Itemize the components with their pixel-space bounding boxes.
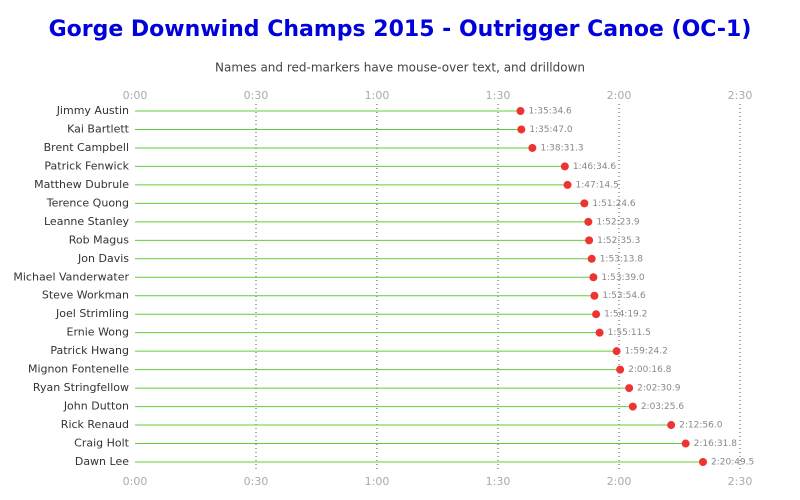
y-tick-label[interactable]: Michael Vanderwater	[13, 270, 129, 283]
y-tick-label[interactable]: Mignon Fontenelle	[28, 363, 129, 376]
dot[interactable]	[517, 125, 526, 134]
value-label: 1:35:47.0	[529, 125, 573, 135]
value-label: 1:47:14.5	[576, 180, 619, 190]
dot[interactable]	[585, 236, 594, 245]
value-label: 1:53:54.6	[602, 291, 646, 301]
value-label: 1:53:13.8	[600, 254, 644, 264]
y-tick-label[interactable]: John Dutton	[63, 400, 129, 413]
x-tick-label: 1:00	[365, 89, 390, 102]
y-tick-label[interactable]: Craig Holt	[74, 437, 130, 450]
x-tick-label: 2:30	[728, 475, 753, 488]
x-tick-label: 0:00	[123, 89, 148, 102]
x-tick-label: 2:30	[728, 89, 753, 102]
value-label: 2:02:30.9	[637, 384, 681, 394]
value-label: 1:35:34.6	[528, 107, 572, 117]
dot[interactable]	[589, 273, 598, 282]
value-label: 1:55:11.5	[608, 328, 651, 338]
x-tick-label: 1:00	[365, 475, 390, 488]
y-tick-label[interactable]: Jimmy Austin	[56, 104, 129, 117]
value-label: 1:53:39.0	[601, 273, 645, 283]
value-label: 1:59:24.2	[625, 347, 668, 357]
y-tick-label[interactable]: Dawn Lee	[75, 455, 129, 468]
dot[interactable]	[667, 421, 676, 430]
y-tick-label[interactable]: Rick Renaud	[61, 418, 129, 431]
y-tick-label[interactable]: Terence Quong	[46, 196, 129, 209]
chart-subtitle: Names and red-markers have mouse-over te…	[215, 61, 585, 75]
y-tick-label[interactable]: Patrick Hwang	[50, 344, 129, 357]
y-tick-label[interactable]: Leanne Stanley	[44, 215, 129, 228]
x-tick-label: 2:00	[607, 475, 632, 488]
value-label: 1:52:23.9	[596, 217, 640, 227]
y-tick-label[interactable]: Kai Bartlett	[67, 122, 130, 135]
dot[interactable]	[595, 328, 604, 337]
value-label: 1:38:31.3	[540, 143, 583, 153]
y-tick-label[interactable]: Patrick Fenwick	[44, 159, 129, 172]
value-label: 2:12:56.0	[679, 421, 723, 431]
dot[interactable]	[563, 180, 572, 189]
dot[interactable]	[592, 310, 601, 319]
dot[interactable]	[628, 402, 637, 411]
value-label: 2:16:31.8	[694, 439, 738, 449]
y-tick-label[interactable]: Ryan Stringfellow	[33, 381, 129, 394]
value-label: 2:20:49.5	[711, 458, 754, 468]
dot[interactable]	[580, 199, 589, 208]
dot[interactable]	[681, 439, 690, 448]
x-tick-label: 0:30	[244, 89, 269, 102]
dot[interactable]	[625, 384, 634, 393]
y-tick-label[interactable]: Rob Magus	[69, 233, 130, 246]
dot[interactable]	[587, 254, 596, 263]
y-tick-label[interactable]: Jon Davis	[77, 252, 129, 265]
dot[interactable]	[528, 143, 537, 152]
dot[interactable]	[612, 347, 621, 356]
x-tick-label: 1:30	[486, 89, 511, 102]
value-label: 2:03:25.6	[641, 402, 685, 412]
y-tick-label[interactable]: Steve Workman	[42, 289, 129, 302]
y-tick-label[interactable]: Matthew Dubrule	[34, 178, 129, 191]
dot[interactable]	[584, 217, 593, 226]
value-label: 2:00:16.8	[628, 365, 672, 375]
y-tick-label[interactable]: Ernie Wong	[67, 326, 130, 339]
x-tick-label: 0:30	[244, 475, 269, 488]
dot[interactable]	[590, 291, 599, 300]
value-label: 1:54:19.2	[604, 310, 647, 320]
value-label: 1:52:35.3	[597, 236, 640, 246]
dot[interactable]	[616, 365, 625, 374]
x-tick-label: 0:00	[123, 475, 148, 488]
y-tick-label[interactable]: Brent Campbell	[44, 141, 129, 154]
value-label: 1:51:24.6	[592, 199, 636, 209]
value-label: 1:46:34.6	[573, 162, 617, 172]
dot[interactable]	[560, 162, 569, 171]
y-tick-label[interactable]: Joel Strimling	[55, 307, 129, 320]
x-tick-label: 2:00	[607, 89, 632, 102]
dot[interactable]	[698, 458, 707, 466]
chart-title: Gorge Downwind Champs 2015 - Outrigger C…	[49, 17, 752, 42]
x-tick-label: 1:30	[486, 475, 511, 488]
dot[interactable]	[516, 107, 525, 115]
